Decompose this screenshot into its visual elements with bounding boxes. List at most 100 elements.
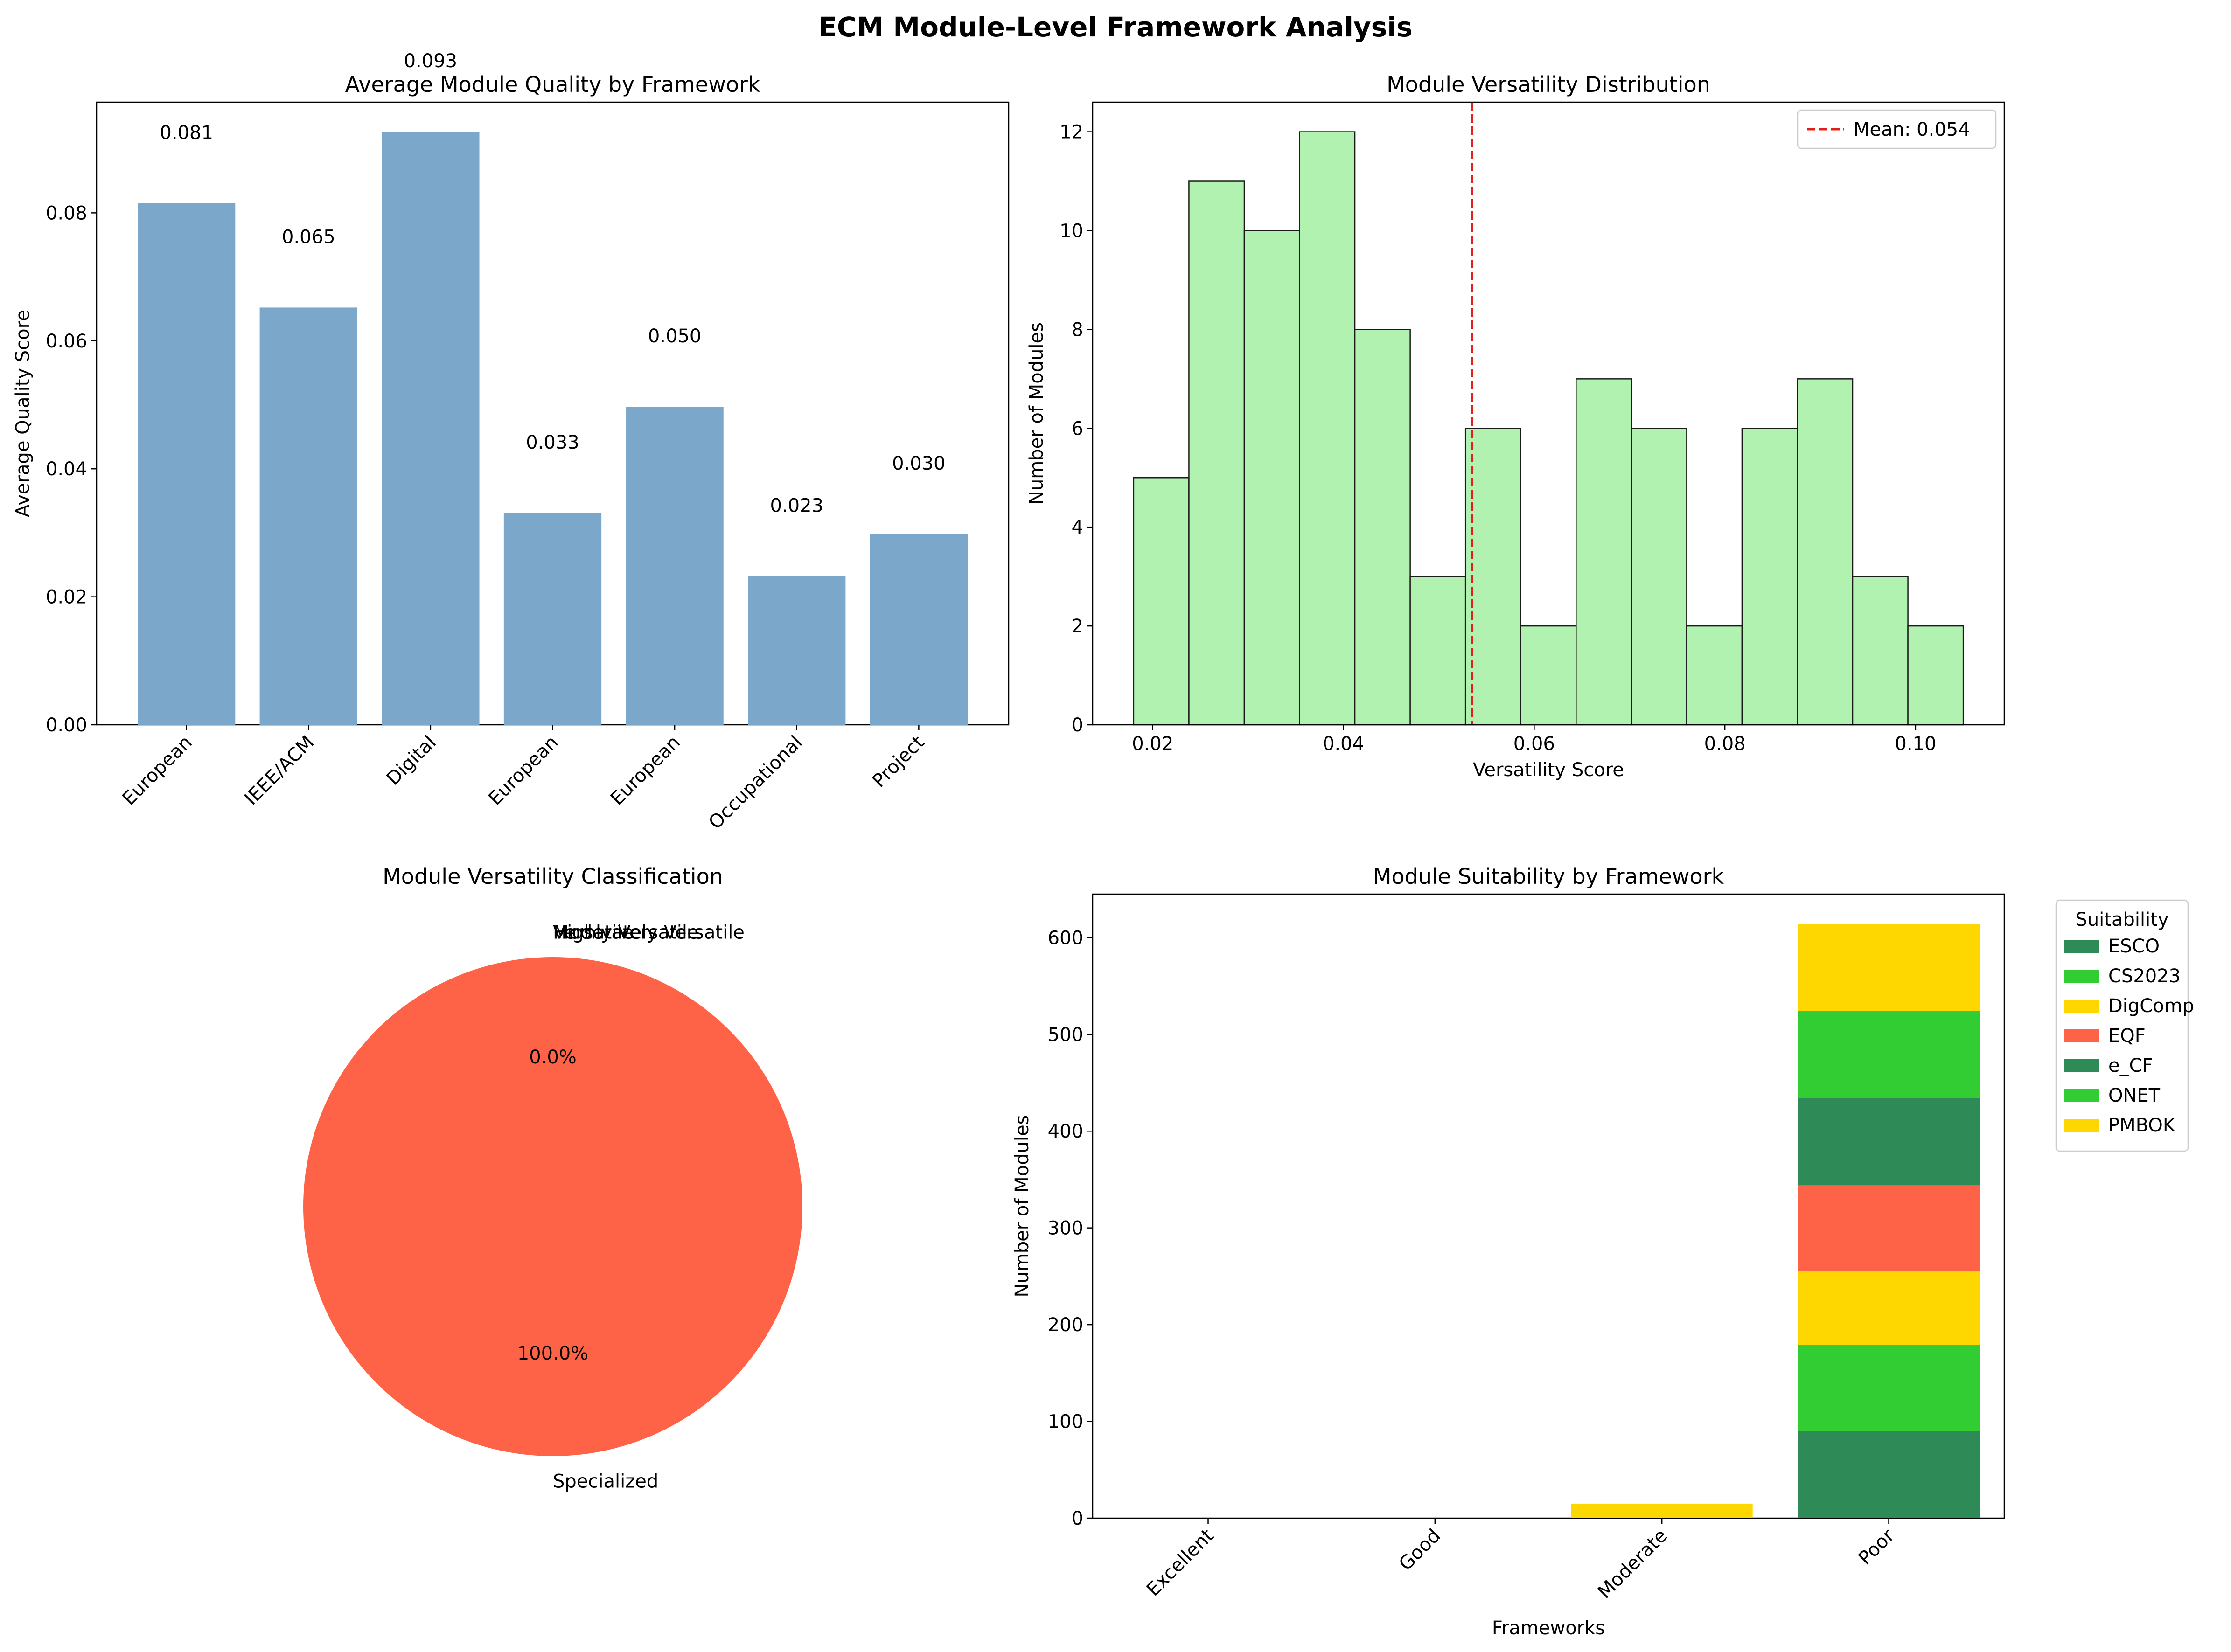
bar-value-label: 0.065 (282, 226, 335, 248)
legend-swatch (2064, 1059, 2099, 1072)
x-tick-label: Project (868, 732, 928, 792)
bar (626, 407, 724, 725)
histogram-bin (1133, 477, 1190, 726)
stacked-bar-segment (1798, 1098, 1980, 1186)
figure-title: ECM Module-Level Framework Analysis (818, 11, 1412, 43)
histogram-bin (1299, 131, 1356, 726)
y-tick-label: 0.04 (46, 458, 87, 480)
x-axis-label: Versatility Score (1473, 759, 1624, 781)
legend-title: Suitability (2075, 909, 2168, 930)
x-tick-label: 0.04 (1323, 733, 1364, 755)
histogram-bin (1576, 378, 1632, 726)
y-tick-label: 300 (1048, 1218, 1083, 1239)
y-tick-label: 12 (1060, 122, 1083, 143)
legend-swatch (2064, 970, 2099, 983)
bar-value-label: 0.050 (648, 326, 702, 347)
x-tick-label: European (607, 732, 684, 810)
bar (503, 513, 602, 725)
histogram-bin (1907, 625, 1964, 726)
legend-swatch (2064, 1089, 2099, 1102)
histogram-versatility: 0 2 4 6 8 10 12 Module Versatility Distribution… (1026, 72, 2005, 781)
x-tick-label: 0.02 (1132, 733, 1173, 755)
stacked-bar-segment (1798, 1431, 1980, 1518)
bar-value-label: 0.033 (526, 432, 579, 453)
legend-mean-label: Mean: 0.054 (1854, 119, 1970, 140)
histogram-bin (1243, 230, 1300, 726)
bar-value-label: 0.093 (404, 50, 458, 72)
pie-pct-label: 0.0% (529, 1047, 577, 1068)
legend-swatch (2064, 1000, 2099, 1013)
bar-value-label: 0.081 (160, 122, 213, 144)
x-tick-label: 0.08 (1704, 733, 1746, 755)
y-tick-label: 0.02 (46, 587, 87, 608)
pie-pct-label: 100.0% (517, 1343, 589, 1364)
bar-value-label: 0.030 (892, 453, 946, 474)
bar-value-label: 0.023 (770, 495, 823, 517)
legend-label: e_CF (2108, 1055, 2153, 1076)
y-tick-label: 600 (1048, 927, 1083, 949)
y-tick-label: 0.06 (46, 331, 87, 352)
histogram-bin (1188, 180, 1245, 726)
legend: Mean: 0.054 (1797, 109, 1997, 149)
histogram-bin (1631, 428, 1687, 726)
y-tick-label: 400 (1048, 1121, 1083, 1142)
stacked-bar-chart-suitability: Module Suitability by Framework 0 100 200 30… (1011, 864, 2194, 1639)
x-tick-label: European (484, 732, 562, 810)
bar (259, 307, 357, 725)
pie-slice-label: Specialized (553, 1471, 658, 1492)
chart-title: Module Versatility Classification (383, 864, 723, 889)
bar-chart-quality: Average Module Quality by Framework 0.00 0… (12, 50, 1010, 833)
legend-box (2055, 899, 2189, 1152)
chart-title: Module Suitability by Framework (1373, 864, 1724, 889)
histogram-bin (1354, 329, 1411, 726)
x-tick-label: 0.06 (1513, 733, 1555, 755)
y-tick-label: 0 (1072, 715, 1083, 736)
bar (382, 132, 480, 725)
histogram-bin (1686, 625, 1743, 726)
pie-slice-label: Versatile (553, 922, 634, 944)
legend-label: PMBOK (2108, 1115, 2176, 1136)
x-tick-label: IEEE/ACM (240, 732, 318, 810)
chart-title: Module Versatility Distribution (1387, 72, 1710, 97)
bar (870, 534, 968, 725)
legend-label: CS2023 (2108, 965, 2181, 987)
histogram-bin (1741, 428, 1798, 726)
x-tick-label: 0.10 (1895, 733, 1936, 755)
plot-frame (1092, 101, 2005, 726)
y-tick-label: 6 (1072, 418, 1083, 439)
chart-title: Average Module Quality by Framework (345, 72, 760, 97)
x-tick-label: Digital (383, 732, 440, 790)
x-tick-label: Poor (1855, 1525, 1899, 1569)
pie-slice-label: Highly Versatile (553, 922, 699, 944)
histogram-bin (1409, 576, 1466, 726)
pie-slice (303, 957, 802, 1456)
y-tick-label: 200 (1048, 1314, 1083, 1336)
legend: Suitability ESCO CS2023 DigComp EQF e_CF ONET P… (2055, 899, 2194, 1152)
stacked-bar-segment (1798, 1271, 1980, 1345)
pie-chart-versatility-classification: Module Versatility Classification Highly … (303, 864, 802, 1492)
stacked-bar-segment (1798, 1345, 1980, 1431)
histogram-bin (1464, 428, 1521, 726)
stacked-bar-segment (1798, 1185, 1980, 1272)
y-tick-label: 0 (1072, 1508, 1083, 1529)
x-tick-label: Excellent (1143, 1525, 1218, 1601)
legend-label: DigComp (2108, 995, 2194, 1017)
legend-label: ESCO (2108, 936, 2160, 957)
stacked-bar-segment (1798, 1011, 1980, 1098)
y-tick-label: 500 (1048, 1024, 1083, 1046)
histogram-bin (1852, 576, 1909, 726)
bar (138, 203, 236, 725)
stacked-bar-segment (1798, 924, 1980, 1012)
stacked-bar-segment (1571, 1503, 1753, 1518)
y-tick-label: 0.08 (46, 202, 87, 224)
legend-label: EQF (2108, 1025, 2146, 1047)
legend-box (1797, 109, 1997, 149)
x-tick-label: Moderate (1594, 1525, 1672, 1603)
legend-swatch (2064, 1029, 2099, 1042)
y-axis-label: Average Quality Score (12, 310, 34, 517)
y-tick-label: 2 (1072, 616, 1083, 637)
y-tick-label: 100 (1048, 1411, 1083, 1433)
x-tick-label: European (118, 732, 196, 810)
x-tick-label: Good (1395, 1525, 1445, 1575)
